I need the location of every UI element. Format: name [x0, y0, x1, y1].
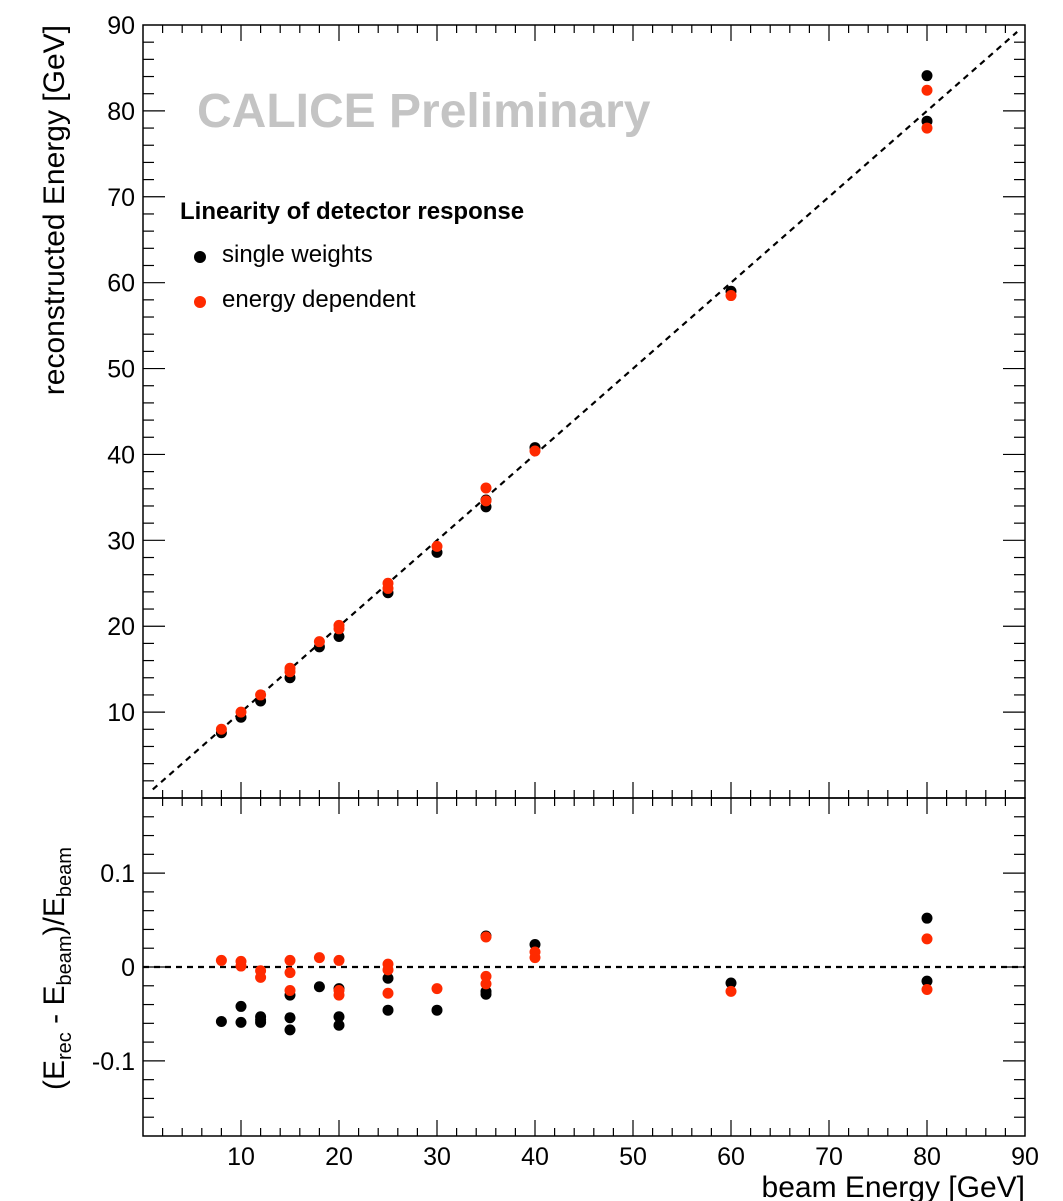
- top-y-tick-label: 60: [107, 270, 135, 298]
- legend-label-energy-dependent: energy dependent: [222, 286, 416, 313]
- diagonal-reference-line: [152, 31, 1018, 791]
- reference-lines: [143, 31, 1025, 969]
- bottom-point-single-weights: [480, 988, 492, 1000]
- bottom-point-energy-dependent: [235, 960, 247, 972]
- top-point-energy-dependent: [725, 290, 737, 302]
- bottom-point-single-weights: [284, 1012, 296, 1024]
- bottom-point-single-weights: [215, 1015, 227, 1027]
- top-y-tick-label: 50: [107, 356, 135, 384]
- bottom-point-single-weights: [255, 1016, 267, 1028]
- bottom-point-single-weights: [284, 1024, 296, 1036]
- bottom-point-energy-dependent: [480, 931, 492, 943]
- top-y-tick-label: 10: [107, 699, 135, 727]
- top-point-energy-dependent: [333, 619, 345, 631]
- top-y-tick-label: 40: [107, 441, 135, 469]
- bottom-point-single-weights: [235, 1016, 247, 1028]
- bottom-point-energy-dependent: [382, 987, 394, 999]
- top-point-energy-dependent: [382, 577, 394, 589]
- top-point-energy-dependent: [921, 122, 933, 134]
- top-point-energy-dependent: [480, 482, 492, 494]
- legend-title: Linearity of detector response: [180, 198, 524, 225]
- x-tick-label: 30: [423, 1143, 451, 1171]
- bottom-point-energy-dependent: [921, 933, 933, 945]
- legend-label-single-weights: single weights: [222, 241, 373, 268]
- legend: Linearity of detector response single we…: [180, 198, 524, 313]
- bottom-point-energy-dependent: [284, 984, 296, 996]
- top-point-energy-dependent: [255, 689, 267, 701]
- bottom-point-energy-dependent: [215, 954, 227, 966]
- bottom-point-energy-dependent: [313, 952, 325, 964]
- bottom-point-single-weights: [382, 972, 394, 984]
- top-point-energy-dependent: [921, 84, 933, 96]
- x-tick-label: 60: [717, 1143, 745, 1171]
- bottom-y-tick-label: 0: [121, 954, 135, 982]
- bottom-point-single-weights: [313, 981, 325, 993]
- top-point-energy-dependent: [529, 445, 541, 457]
- bottom-y-tick-label: 0.1: [100, 860, 135, 888]
- bottom-point-energy-dependent: [480, 978, 492, 990]
- bottom-point-energy-dependent: [529, 952, 541, 964]
- bottom-point-energy-dependent: [431, 983, 443, 995]
- top-y-tick-label: 70: [107, 184, 135, 212]
- bottom-point-single-weights: [725, 977, 737, 989]
- bottom-point-energy-dependent: [333, 989, 345, 1001]
- ticks-layer: [143, 25, 1025, 1136]
- bottom-point-energy-dependent: [921, 984, 933, 996]
- top-point-energy-dependent: [480, 495, 492, 507]
- x-axis-title: beam Energy [GeV]: [762, 1171, 1025, 1201]
- top-point-energy-dependent: [284, 662, 296, 674]
- x-tick-label: 80: [913, 1143, 941, 1171]
- x-tick-label: 10: [227, 1143, 255, 1171]
- bottom-point-energy-dependent: [333, 954, 345, 966]
- top-point-energy-dependent: [215, 723, 227, 735]
- x-tick-label: 20: [325, 1143, 353, 1171]
- top-y-tick-label: 30: [107, 527, 135, 555]
- bottom-point-single-weights: [921, 912, 933, 924]
- bottom-point-single-weights: [382, 1004, 394, 1016]
- top-y-tick-label: 20: [107, 613, 135, 641]
- top-point-energy-dependent: [431, 540, 443, 552]
- bottom-point-single-weights: [431, 1004, 443, 1016]
- x-tick-label: 70: [815, 1143, 843, 1171]
- bottom-point-energy-dependent: [725, 985, 737, 997]
- top-y-tick-label: 80: [107, 98, 135, 126]
- top-y-axis-title: reconstructed Energy [GeV]: [38, 25, 71, 395]
- bottom-y-axis-title: (Erec - Ebeam)/Ebeam: [38, 847, 76, 1090]
- x-tick-label: 90: [1011, 1143, 1039, 1171]
- bottom-point-single-weights: [921, 975, 933, 987]
- top-point-single-weights: [333, 631, 345, 643]
- top-point-energy-dependent: [313, 636, 325, 648]
- tick-labels-layer: 10 20 30 40 50 60 70 80 90 10 20 30 40 50 60 70 80 90 -0.1…: [92, 12, 1039, 1171]
- bottom-point-energy-dependent: [284, 954, 296, 966]
- bottom-point-single-weights: [333, 1011, 345, 1023]
- bottom-point-energy-dependent: [255, 971, 267, 983]
- x-tick-label: 50: [619, 1143, 647, 1171]
- watermark-annotation: CALICE Preliminary: [197, 85, 651, 138]
- bottom-y-tick-label: -0.1: [92, 1048, 135, 1076]
- bottom-point-energy-dependent: [284, 967, 296, 979]
- bottom-point-single-weights: [235, 1000, 247, 1012]
- legend-marker-single-weights: [194, 251, 206, 263]
- top-point-single-weights: [921, 70, 933, 82]
- legend-marker-energy-dependent: [194, 296, 206, 308]
- points-layer: [215, 70, 933, 1036]
- top-y-tick-label: 90: [107, 12, 135, 40]
- bottom-point-single-weights: [333, 1019, 345, 1031]
- bottom-point-energy-dependent: [382, 964, 394, 976]
- x-tick-label: 40: [521, 1143, 549, 1171]
- top-point-energy-dependent: [235, 706, 247, 718]
